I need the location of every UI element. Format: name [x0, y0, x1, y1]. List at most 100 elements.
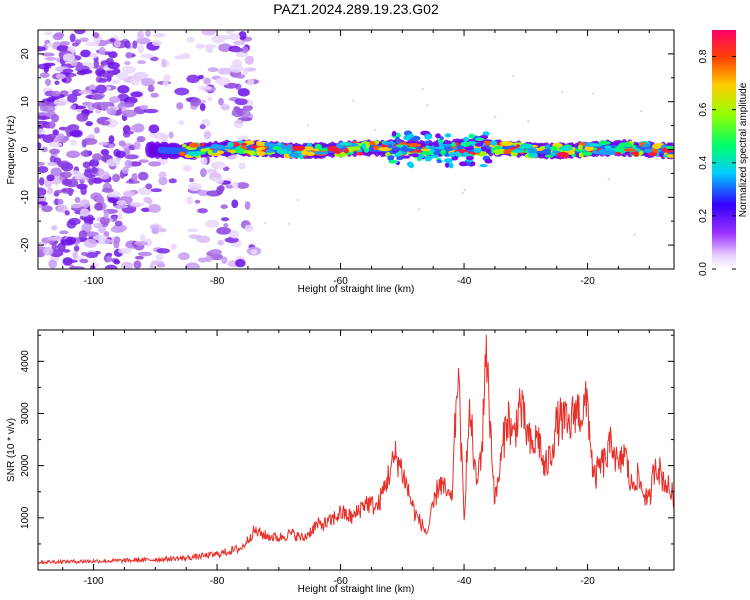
spectrogram-noise-cell	[38, 116, 51, 120]
spectrogram-noise-cell	[92, 177, 104, 184]
spectrogram-noise-cell	[93, 222, 103, 229]
spectrogram-noise-cell	[137, 171, 149, 181]
spectrogram-noise-cell	[155, 254, 164, 261]
spectrogram-signal-cell	[436, 159, 442, 164]
spectrogram-signal-cell	[460, 141, 471, 147]
spectrogram-noise-cell	[152, 40, 162, 47]
spectrogram-noise-cell	[174, 55, 185, 60]
spectrogram-noise-cell	[206, 190, 222, 197]
snr-x-tick-label: -100	[84, 576, 104, 587]
spectrogram-noise-cell	[200, 168, 207, 178]
spectrogram-signal-cell	[299, 153, 304, 160]
spectrogram-signal-cell	[424, 133, 433, 140]
spectrogram-noise-cell	[116, 72, 129, 81]
spectrogram-noise-cell	[244, 224, 254, 233]
spectrogram-noise-cell	[200, 157, 208, 166]
spectrogram-signal-cell	[615, 151, 622, 155]
spectrogram-noise-cell	[156, 248, 170, 254]
spectrogram-noise-cell	[38, 112, 50, 117]
spectrogram-noise-cell	[103, 210, 109, 219]
figure-title: PAZ1.2024.289.19.23.G02	[273, 1, 439, 17]
spectrogram-signal-cell	[463, 137, 470, 142]
spectrogram-noise-cell	[120, 261, 133, 269]
spectrogram-noise-cell	[106, 158, 121, 167]
spectrogram-noise-cell	[82, 138, 98, 145]
spectrogram-noise-cell	[66, 93, 78, 103]
spectrogram-signal-cell	[468, 133, 476, 139]
snr-panel: -100 -80 -60 -40 -20 1000 2000 3000 4000 Height…	[6, 329, 675, 595]
spectrogram-signal-cell	[484, 158, 493, 164]
spectrogram-noise-cell	[43, 246, 54, 256]
spectrogram-noise-cell	[38, 165, 49, 174]
snr-ylabel: SNR (10 * v/v)	[6, 418, 17, 482]
spectrogram-signal-cell	[410, 153, 420, 158]
spectrogram-noise-cell	[49, 148, 60, 155]
spectrogram-x-tick-label: -100	[84, 276, 104, 287]
spectrogram-noise-cell	[220, 217, 230, 222]
spectrogram-noise-cell	[209, 249, 223, 256]
spectrogram-noise-cell	[137, 251, 152, 257]
spectrogram-noise-cell	[108, 135, 115, 144]
spectrogram-noise-cell	[186, 74, 200, 84]
colorbar-ticks: 0.0 0.2 0.4 0.6 0.8	[698, 49, 736, 276]
spectrogram-noise-cell	[195, 43, 206, 49]
spectrogram-noise-cell	[38, 133, 45, 139]
spectrogram-signal-cell	[242, 150, 255, 154]
spectrogram-noise-cell	[60, 171, 72, 179]
spectrogram-noise-cell	[229, 229, 240, 239]
spectrogram-noise-cell	[307, 124, 310, 127]
spectrogram-signal-cell	[588, 143, 603, 147]
spectrogram-signal-cell	[666, 154, 674, 158]
spectrogram-signal-cell	[433, 151, 440, 156]
spectrogram-noise-cell	[66, 124, 80, 131]
spectrogram-noise-cell	[106, 255, 112, 263]
spectrogram-noise-cell	[215, 77, 231, 86]
spectrogram-signal-cell	[443, 158, 453, 164]
colorbar-tick-label: 0.6	[698, 102, 709, 116]
spectrogram-signal-cell	[597, 148, 611, 155]
spectrogram-signal-cell	[236, 147, 243, 153]
spectrogram-signal-cell	[338, 141, 352, 146]
snr-x-tick-label: -80	[210, 576, 225, 587]
spectrogram-noise-cell	[38, 128, 46, 135]
spectrogram-signal-cell	[444, 133, 452, 138]
spectrogram-noise-cell	[201, 30, 216, 36]
colorbar-tick-label: 0.8	[698, 49, 709, 63]
spectrogram-noise-cell	[607, 177, 611, 181]
spectrogram-signal-cell	[227, 141, 235, 148]
snr-x-tick-label: -20	[580, 576, 595, 587]
spectrogram-noise-cell	[228, 33, 241, 41]
spectrogram-signal-cell	[391, 130, 397, 137]
spectrogram-noise-cell	[64, 210, 70, 216]
spectrogram-signal-cell	[582, 151, 593, 156]
spectrogram-signal-cell	[378, 147, 392, 152]
spectrogram-signal-cell	[520, 143, 534, 149]
spectrogram-signal-cell	[303, 146, 314, 151]
spectrogram-noise-cell	[159, 133, 169, 143]
spectrogram-noise-cell	[98, 46, 106, 56]
spectrogram-signal-cell	[395, 139, 402, 144]
spectrogram-signal-cell	[435, 133, 441, 139]
spectrogram-noise-cell	[83, 149, 89, 157]
spectrogram-signal-cell	[327, 146, 335, 152]
spectrogram-noise-cell	[133, 241, 149, 246]
spectrogram-signal-cell	[665, 145, 674, 150]
spectrogram-signal-cell	[482, 131, 490, 137]
spectrogram-noise-cell	[44, 31, 53, 36]
spectrogram-signal-cell	[528, 152, 538, 158]
spectrogram-noise-cell	[203, 77, 211, 85]
spectrogram-signal-cell	[448, 151, 456, 158]
spectrogram-noise-cell	[217, 97, 224, 106]
spectrogram-noise-cell	[238, 162, 246, 170]
spectrogram-signal-cell	[453, 151, 460, 156]
spectrogram-noise-cell	[156, 263, 166, 268]
spectrogram-noise-cell	[163, 74, 171, 82]
spectrogram-noise-cell	[139, 234, 146, 242]
spectrogram-signal-cell	[314, 144, 323, 150]
spectrogram-noise-cell	[231, 199, 239, 209]
spectrogram-noise-cell	[107, 144, 115, 149]
spectrogram-signal-cell	[356, 151, 364, 156]
spectrogram-signal-cell	[527, 147, 538, 154]
spectrogram-noise-cell	[247, 55, 254, 64]
